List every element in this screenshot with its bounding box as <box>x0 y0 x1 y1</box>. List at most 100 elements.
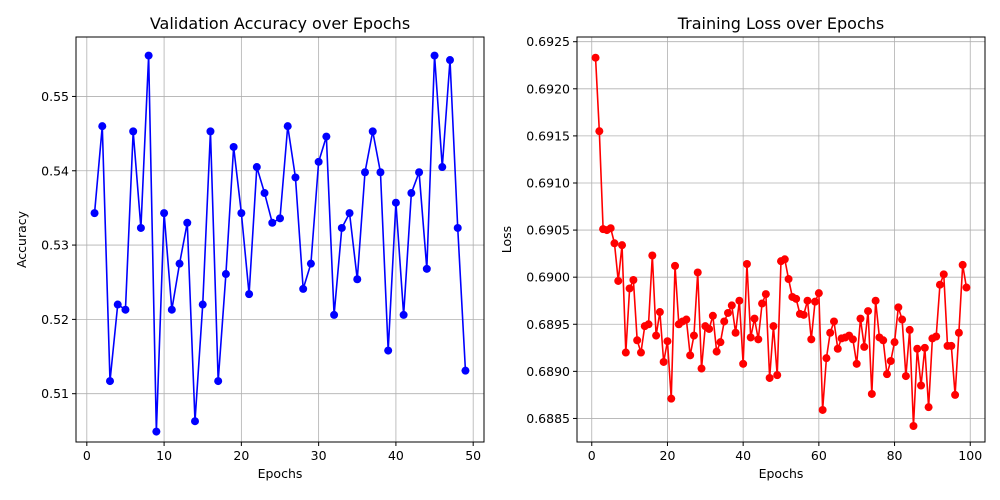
accuracy-data-point <box>129 127 138 136</box>
loss-data-point <box>867 389 876 398</box>
accuracy-data-point <box>183 218 192 227</box>
loss-data-point <box>947 341 956 350</box>
accuracy-data-point <box>229 142 238 151</box>
loss-data-point <box>697 364 706 373</box>
loss-data-point <box>591 53 600 62</box>
loss-plot-frame <box>576 36 986 443</box>
accuracy-data-point <box>314 157 323 166</box>
loss-data-point <box>894 303 903 312</box>
loss-data-point <box>962 283 971 292</box>
loss-data-point <box>765 373 774 382</box>
accuracy-grid <box>76 37 484 442</box>
loss-data-point <box>606 224 615 233</box>
loss-data-point <box>735 296 744 305</box>
accuracy-data-point <box>446 56 454 65</box>
accuracy-series <box>90 51 470 436</box>
loss-data-point <box>636 348 645 357</box>
loss-data-point <box>667 394 676 403</box>
accuracy-data-point <box>121 305 130 314</box>
accuracy-y-tick-label: 0.54 <box>41 163 69 178</box>
loss-data-point <box>780 255 789 264</box>
loss-data-point <box>742 259 751 268</box>
accuracy-data-point <box>167 305 176 314</box>
accuracy-ticks: 0 10 20 30 40 50 0.51 0.52 0.53 0.54 0.55 <box>41 89 481 463</box>
loss-data-point <box>803 296 812 305</box>
loss-data-point <box>814 289 823 298</box>
loss-data-point <box>939 270 948 279</box>
loss-x-tick-label: 20 <box>660 448 676 463</box>
accuracy-data-point <box>353 275 362 284</box>
accuracy-x-tick-label: 50 <box>465 448 481 463</box>
accuracy-data-point <box>106 377 114 386</box>
loss-data-point <box>708 311 717 320</box>
accuracy-data-point <box>276 214 284 223</box>
accuracy-x-tick-label: 40 <box>388 448 404 463</box>
accuracy-data-point <box>245 290 254 299</box>
accuracy-data-point <box>415 168 424 177</box>
loss-data-point <box>829 317 838 326</box>
loss-series <box>591 53 971 430</box>
loss-data-point <box>663 337 672 346</box>
loss-ticks: 0 20 40 60 80 100 0.6885 0.6890 0.6895 0.6900 0.69… <box>526 34 982 463</box>
loss-data-point <box>852 359 861 368</box>
loss-data-point <box>739 359 748 368</box>
loss-data-point <box>686 351 695 360</box>
loss-data-point <box>652 331 661 340</box>
loss-data-point <box>750 314 759 323</box>
accuracy-data-point <box>391 198 400 207</box>
loss-data-point <box>727 301 736 310</box>
loss-data-point <box>716 338 725 347</box>
loss-y-tick-label: 0.6910 <box>526 175 570 190</box>
loss-y-tick-label: 0.6885 <box>526 411 570 426</box>
accuracy-data-point <box>430 51 439 60</box>
accuracy-data-point <box>453 223 462 232</box>
loss-data-point <box>720 317 729 326</box>
loss-data-point <box>761 290 770 299</box>
loss-chart-title: Training Loss over Epochs <box>677 14 885 33</box>
loss-x-tick-label: 80 <box>887 448 903 463</box>
loss-y-tick-label: 0.6895 <box>526 317 570 332</box>
accuracy-data-point <box>214 377 223 386</box>
accuracy-data-point <box>407 189 416 198</box>
accuracy-data-point <box>152 427 161 436</box>
loss-data-point <box>818 405 827 414</box>
accuracy-data-point <box>384 346 393 355</box>
accuracy-data-point <box>136 223 145 232</box>
loss-y-tick-label: 0.6915 <box>526 128 570 143</box>
accuracy-data-point <box>160 209 169 218</box>
loss-y-tick-label: 0.6900 <box>526 270 570 285</box>
accuracy-data-point <box>299 284 308 293</box>
loss-data-point <box>799 310 808 319</box>
loss-data-point <box>807 335 816 344</box>
accuracy-data-point <box>206 127 215 136</box>
accuracy-data-point <box>113 300 122 309</box>
accuracy-x-tick-label: 20 <box>233 448 249 463</box>
accuracy-plot-frame <box>75 36 485 443</box>
loss-data-point <box>833 344 842 353</box>
loss-series-line <box>594 57 968 427</box>
loss-data-point <box>932 332 941 341</box>
loss-data-point <box>648 251 657 260</box>
loss-data-point <box>886 357 895 365</box>
loss-data-point <box>754 335 763 344</box>
loss-data-point <box>693 268 702 277</box>
loss-data-point <box>871 296 880 305</box>
loss-data-point <box>898 315 907 324</box>
accuracy-y-tick-label: 0.52 <box>41 312 69 327</box>
loss-data-point <box>826 328 835 337</box>
loss-data-point <box>784 275 793 284</box>
accuracy-data-point <box>376 168 385 177</box>
loss-data-point <box>909 421 918 430</box>
loss-data-point <box>689 331 698 340</box>
loss-x-tick-label: 100 <box>958 448 982 463</box>
accuracy-data-point <box>399 310 408 319</box>
accuracy-data-point <box>90 209 99 218</box>
loss-data-point <box>705 324 714 333</box>
loss-data-point <box>905 325 914 334</box>
loss-data-point <box>890 338 899 347</box>
loss-y-tick-label: 0.6925 <box>526 34 570 49</box>
loss-data-point <box>792 294 801 303</box>
loss-data-point <box>724 308 733 317</box>
accuracy-data-point <box>461 366 470 375</box>
loss-data-point <box>625 284 634 293</box>
